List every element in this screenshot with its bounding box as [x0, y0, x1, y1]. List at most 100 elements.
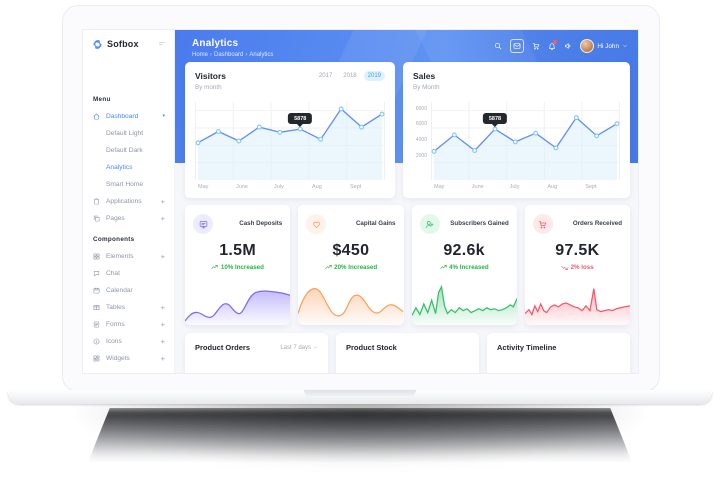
stat-card-capital-gains: Capital Gains $450 20% Increased — [298, 205, 404, 325]
x-axis-label: Aug — [312, 184, 322, 190]
stat-change-text: 2% loss — [570, 264, 594, 271]
stat-card-cash-deposits: Cash Deposits 1.5M 10% Increased — [185, 205, 291, 325]
notification-dot — [553, 40, 558, 44]
stat-value: 97.5K — [555, 242, 600, 259]
sidebar-item-label: Tables — [106, 304, 126, 311]
sidebar-item-default-light[interactable]: Default Light — [83, 125, 174, 142]
notifications-bell[interactable] — [548, 40, 558, 50]
breadcrumb-home[interactable]: Home — [192, 52, 214, 58]
stat-value: 92.6k — [443, 242, 485, 259]
filter-label: Last 7 days — [280, 344, 311, 351]
sidebar-item-pages[interactable]: Pages + — [83, 210, 174, 227]
stat-label: Capital Gains — [355, 220, 396, 228]
sidebar-nav: Menu Dashboard ▾ Default Light Default Dark A… — [83, 58, 174, 367]
chevron-down-icon — [313, 345, 318, 350]
sales-subtitle: By Month — [413, 83, 440, 91]
panel-title: Product Stock — [346, 343, 397, 352]
chat-icon — [93, 270, 101, 277]
sparkline — [524, 288, 630, 325]
sidebar-item-elements[interactable]: Elements + — [83, 248, 174, 265]
stat-label: Subscribers Gained — [450, 220, 509, 228]
sidebar-item-label: Elements — [106, 253, 134, 260]
sidebar-item-chat[interactable]: Chat — [83, 265, 174, 282]
screen: Sofbox Menu Dashboard ▾ Default Light Defaul… — [82, 29, 639, 374]
panel-title: Activity Timeline — [497, 343, 557, 352]
chart-tooltip: 5878 — [482, 113, 508, 125]
plus-icon: + — [160, 196, 165, 206]
visitors-title: Visitors — [195, 71, 227, 81]
laptop-notch — [304, 390, 416, 396]
sidebar-section-label: Components — [93, 236, 135, 243]
sidebar-item-label: Widgets — [106, 355, 130, 362]
sales-chart: May June July Aug Sept 5878 — [431, 102, 620, 190]
copy-icon — [93, 215, 101, 222]
sparkline — [185, 290, 291, 325]
sidebar-item-widgets[interactable]: Widgets + — [83, 350, 174, 367]
sidebar-item-dashboard[interactable]: Dashboard ▾ — [83, 108, 174, 125]
sidebar-item-label: Calendar — [106, 287, 133, 294]
x-axis-label: May — [198, 184, 209, 190]
announcement-icon[interactable] — [564, 42, 572, 50]
laptop-shadow-dark — [88, 408, 632, 462]
plus-icon: + — [160, 251, 165, 261]
tab-2019[interactable]: 2019 — [363, 71, 385, 81]
sidebar-item-default-dark[interactable]: Default Dark — [83, 142, 174, 159]
tab-2017[interactable]: 2017 — [318, 73, 333, 79]
sidebar-item-label: Default Dark — [106, 147, 143, 154]
stat-value: 1.5M — [219, 242, 257, 259]
sidebar-item-icons[interactable]: Icons + — [83, 333, 174, 350]
user-menu[interactable]: Hi John — [580, 39, 628, 53]
stat-change-text: 20% Increased — [334, 264, 378, 271]
bell-icon — [548, 42, 556, 50]
mail-icon[interactable] — [510, 39, 525, 53]
sidebar-item-label: Default Light — [106, 130, 144, 137]
x-axis-label: July — [509, 184, 520, 190]
home-icon — [93, 113, 101, 120]
sales-title: Sales — [413, 71, 436, 81]
stats-row: Cash Deposits 1.5M 10% Increased Capital… — [185, 205, 630, 325]
sparkline — [411, 284, 517, 325]
tab-2018[interactable]: 2018 — [343, 73, 357, 79]
plus-icon: + — [160, 319, 165, 329]
sidebar-item-tables[interactable]: Tables + — [83, 299, 174, 316]
panel-title: Product Orders — [195, 343, 251, 352]
sofbox-logo-icon — [92, 39, 103, 50]
user-greeting: Hi John — [597, 42, 619, 50]
stat-change: 2% loss — [533, 264, 622, 271]
plus-icon: + — [160, 213, 165, 223]
sidebar-item-forms[interactable]: Forms + — [83, 316, 174, 333]
x-axis-label: June — [236, 184, 248, 190]
sidebar-item-analytics[interactable]: Analytics — [83, 159, 174, 176]
plus-icon: + — [160, 302, 165, 312]
sidebar-toggle-icon[interactable] — [158, 40, 166, 48]
search-icon[interactable] — [494, 42, 502, 50]
plus-icon: + — [160, 336, 165, 346]
topbar: Analytics Home Dashboard Analytics — [175, 30, 638, 58]
cash-deposits-icon — [193, 214, 213, 234]
x-axis-label: June — [471, 184, 484, 190]
stat-value: $450 — [332, 242, 370, 259]
stat-change: 4% Increased — [420, 264, 509, 271]
sidebar-item-label: Smart Home — [106, 181, 144, 188]
topbar-icons: Hi John — [494, 38, 628, 54]
sidebar-item-calendar[interactable]: Calendar — [83, 282, 174, 299]
chart-row: Visitors By month 2017 2018 2019 May June… — [185, 62, 630, 198]
sidebar-item-applications[interactable]: Applications + — [83, 193, 174, 210]
main-content: Analytics Home Dashboard Analytics — [175, 30, 638, 373]
avatar — [580, 39, 595, 53]
y-axis: 8000 6000 4000 2000 — [413, 102, 431, 190]
stat-change-text: 4% Increased — [449, 264, 489, 271]
chevron-down-icon — [622, 43, 628, 49]
sidebar-item-smart-home[interactable]: Smart Home — [83, 176, 174, 193]
sidebar-item-label: Chat — [106, 270, 120, 277]
filter-dropdown[interactable]: Last 7 days — [280, 345, 318, 351]
sales-card: Sales By Month 8000 6000 4000 2000 — [403, 62, 630, 198]
activity-timeline-panel: Activity Timeline — [487, 333, 630, 373]
sidebar-item-label: Dashboard — [106, 113, 139, 120]
breadcrumb-dashboard[interactable]: Dashboard — [214, 52, 249, 58]
visitors-card: Visitors By month 2017 2018 2019 May June… — [185, 62, 395, 198]
stat-card-subscribers-gained: Subscribers Gained 92.6k 4% Increased — [411, 205, 517, 325]
x-axis-label: Aug — [547, 184, 558, 190]
cart-icon[interactable] — [532, 42, 540, 50]
product-stock-panel: Product Stock — [336, 333, 479, 373]
